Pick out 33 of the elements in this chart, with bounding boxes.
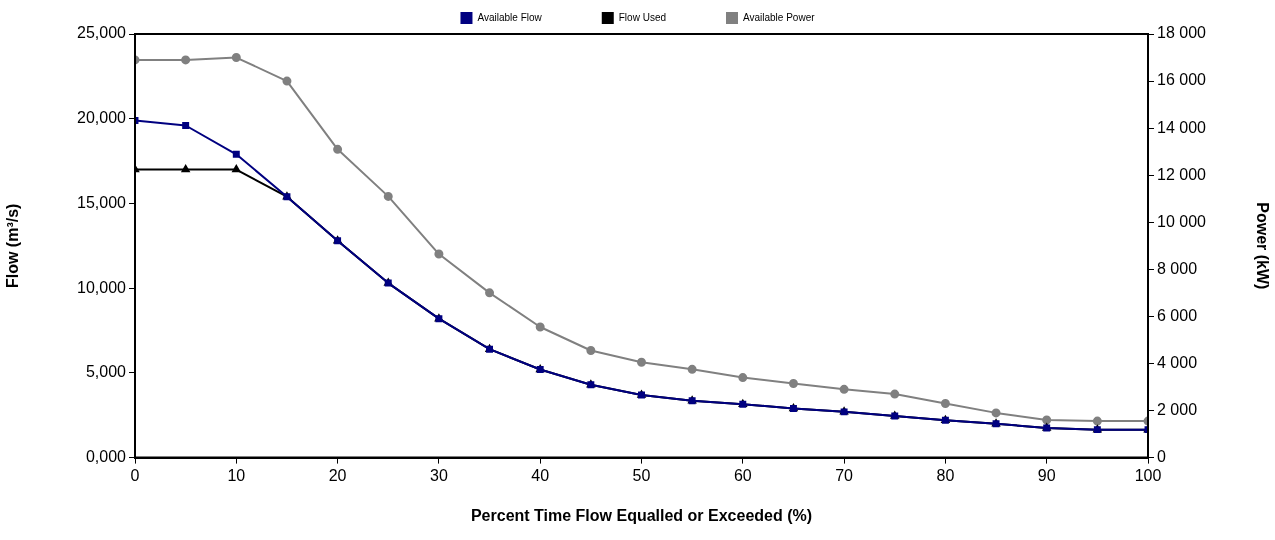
- y2-tick-label: 12 000: [1157, 165, 1207, 183]
- x-tick-label: 60: [733, 466, 752, 484]
- x-tick-label: 10: [227, 466, 246, 484]
- legend-label: Available Flow: [477, 11, 543, 23]
- y-tick-label: 10,000: [77, 278, 127, 296]
- y2-tick-label: 8 000: [1157, 259, 1198, 277]
- x-tick-label: 20: [328, 466, 347, 484]
- y2-tick-label: 4 000: [1157, 353, 1198, 371]
- legend-label: Available Power: [743, 11, 816, 23]
- y2-tick-label: 16 000: [1157, 71, 1207, 89]
- y2-tick-label: 0: [1157, 448, 1166, 466]
- y2-tick-label: 14 000: [1157, 118, 1207, 136]
- x-tick-label: 80: [936, 466, 955, 484]
- x-tick-label: 30: [430, 466, 448, 484]
- x-tick-label: 70: [835, 466, 854, 484]
- x-tick-label: 40: [531, 466, 550, 484]
- x-tick-label: 100: [1134, 466, 1162, 484]
- y2-tick-label: 18 000: [1157, 24, 1207, 42]
- y2-tick-label: 10 000: [1157, 212, 1207, 230]
- y2-axis-title: Power (kW): [1253, 202, 1271, 290]
- y-tick-label: 0,000: [85, 448, 127, 466]
- y-tick-label: 25,000: [77, 24, 127, 42]
- x-axis-title: Percent Time Flow Equalled or Exceeded (%): [470, 506, 813, 524]
- y2-tick-label: 6 000: [1157, 306, 1198, 324]
- x-tick-label: 0: [130, 466, 140, 484]
- y-tick-label: 20,000: [77, 109, 127, 127]
- y-tick-label: 5,000: [85, 363, 127, 381]
- y-axis-title: Flow (m³/s): [4, 203, 22, 289]
- x-tick-label: 50: [632, 466, 651, 484]
- y-tick-label: 15,000: [77, 193, 127, 211]
- x-tick-label: 90: [1037, 466, 1056, 484]
- legend-label: Flow Used: [618, 11, 667, 23]
- y2-tick-label: 2 000: [1157, 400, 1198, 418]
